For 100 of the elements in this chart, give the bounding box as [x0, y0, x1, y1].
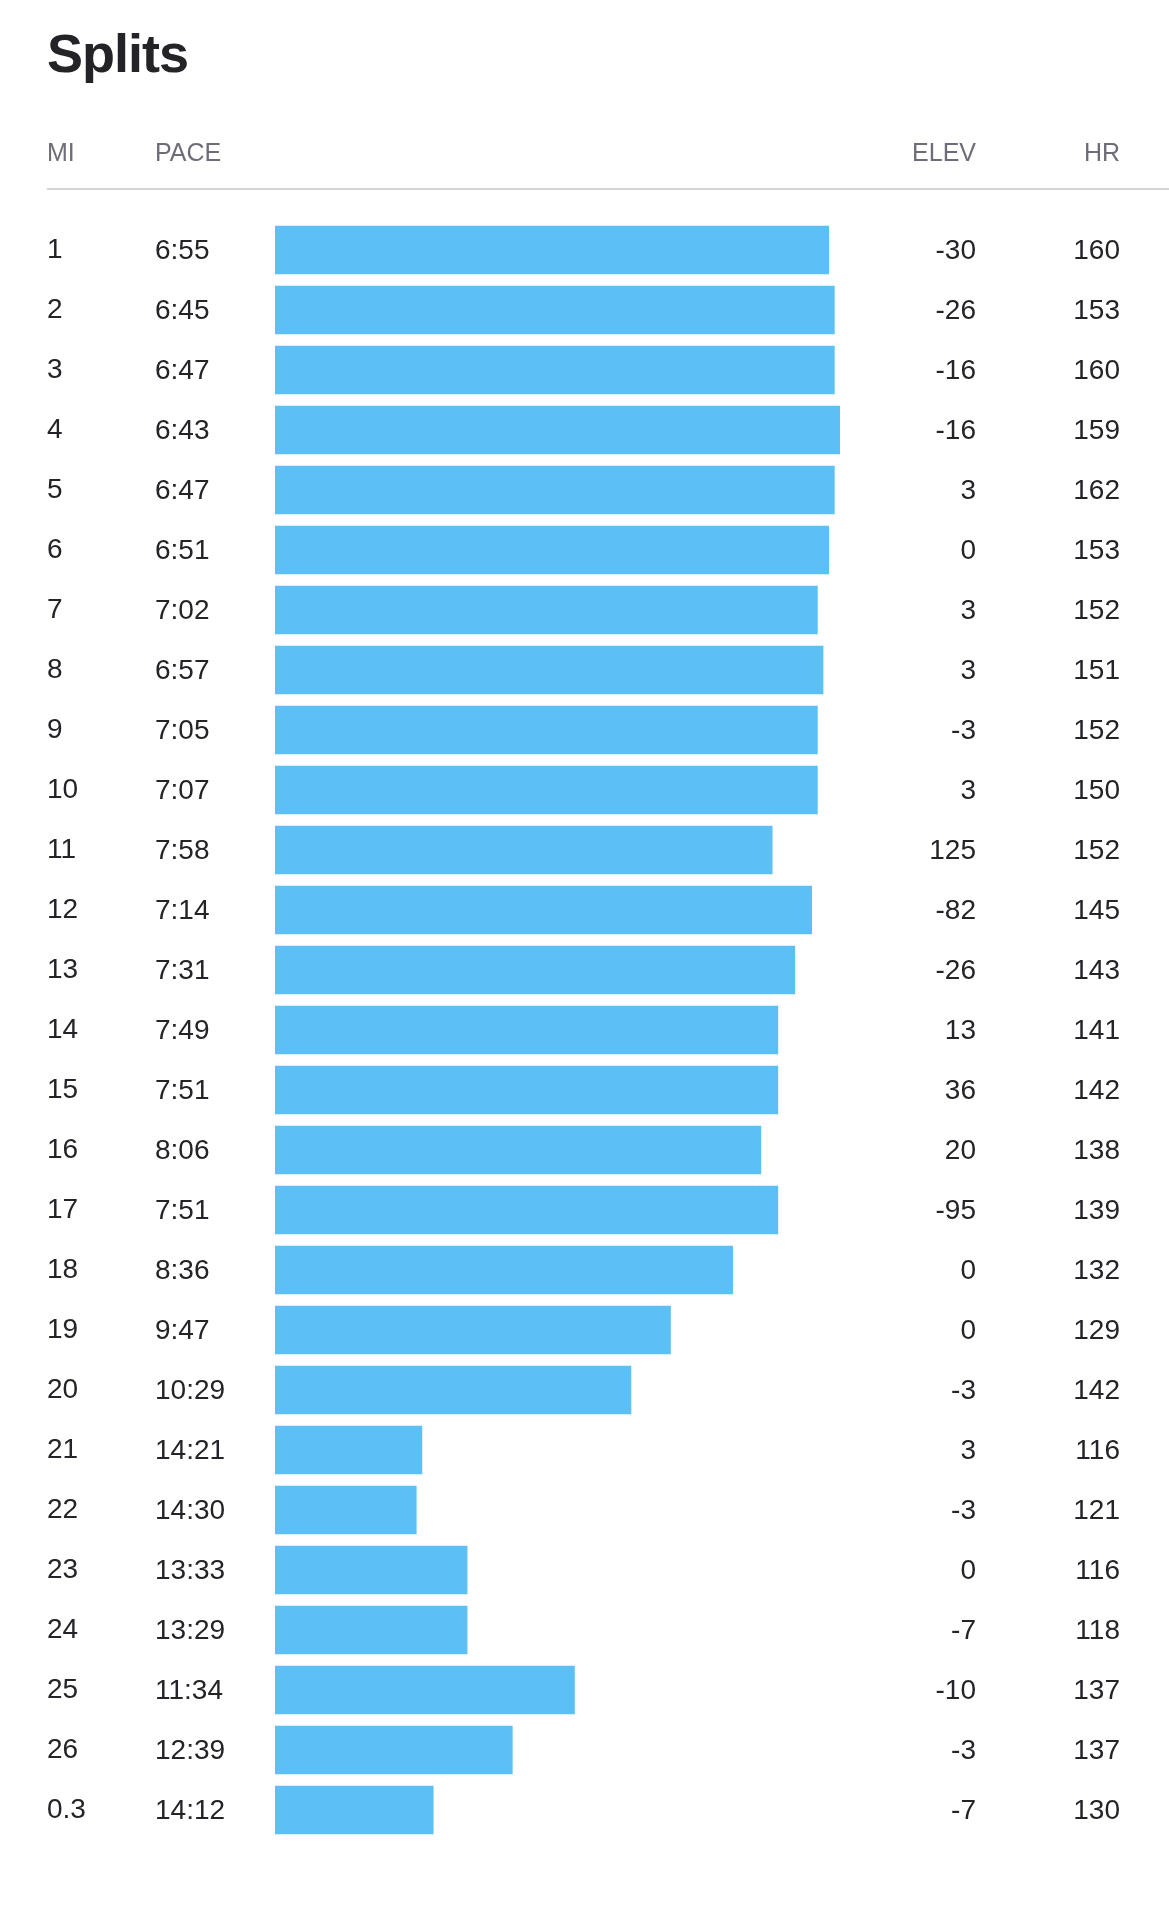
y-tick-label: 25 [47, 1672, 79, 1704]
y-tick-label: 18 [47, 1252, 79, 1284]
data-label: 142 [1073, 1073, 1120, 1107]
y-tick-label: 4 [47, 412, 63, 444]
data-label: 3 [960, 773, 976, 807]
data-label: 130 [1073, 1793, 1120, 1827]
data-label: -7 [951, 1613, 976, 1647]
category-label: 11:34 [155, 1673, 223, 1707]
bar [275, 465, 835, 515]
y-tick-label: 22 [47, 1492, 79, 1524]
y-tick-label: 11 [47, 832, 77, 864]
data-label: 20 [944, 1133, 976, 1167]
y-tick-label: 5 [47, 472, 63, 504]
data-label: 0 [960, 1553, 976, 1587]
data-label: 162 [1073, 473, 1120, 507]
category-label: 6:43 [155, 413, 210, 447]
bar [275, 1305, 671, 1355]
category-label: 13:33 [155, 1553, 226, 1587]
category-label: 7:49 [155, 1013, 210, 1047]
data-label: 3 [960, 593, 976, 627]
bar [275, 585, 818, 635]
category-label: 6:47 [155, 353, 210, 387]
data-label: 143 [1073, 953, 1120, 987]
category-label: 7:58 [155, 833, 210, 867]
data-label: 160 [1073, 233, 1120, 267]
y-tick-label: 20 [47, 1372, 79, 1404]
category-label: 7:05 [155, 713, 210, 747]
bar [275, 945, 796, 995]
category-label: 9:47 [155, 1313, 210, 1347]
y-tick-label: 26 [47, 1732, 79, 1764]
category-label: 6:55 [155, 233, 210, 267]
y-tick-label: 24 [47, 1612, 79, 1644]
bar [275, 1485, 417, 1535]
data-label: -10 [935, 1673, 976, 1707]
category-label: 14:21 [155, 1433, 226, 1467]
y-tick-label: 19 [47, 1312, 79, 1344]
category-label: 6:45 [155, 293, 210, 327]
data-label: 150 [1073, 773, 1120, 807]
data-label: -16 [935, 413, 976, 447]
bar [275, 885, 813, 935]
data-label: 118 [1075, 1613, 1120, 1647]
chart-title: Splits [47, 22, 189, 84]
bar [275, 1425, 423, 1475]
text: HR [1083, 138, 1120, 167]
category-label: 6:51 [155, 533, 210, 567]
data-label: 152 [1073, 593, 1120, 627]
data-label: 132 [1073, 1253, 1120, 1287]
category-label: 14:12 [155, 1793, 226, 1827]
data-label: -95 [935, 1193, 976, 1227]
category-label: 6:47 [155, 473, 210, 507]
data-label: 137 [1073, 1733, 1120, 1767]
bar [275, 1065, 779, 1115]
y-tick-label: 23 [47, 1552, 79, 1584]
bar [275, 1665, 575, 1715]
data-label: -26 [935, 953, 976, 987]
data-label: 151 [1073, 653, 1120, 687]
data-label: 121 [1073, 1493, 1120, 1527]
bar [275, 1125, 762, 1175]
bar [275, 405, 840, 455]
bar [275, 1365, 632, 1415]
y-tick-label: 1 [47, 232, 63, 264]
bar [275, 1185, 779, 1235]
text: PACE [155, 138, 222, 167]
category-label: 7:31 [155, 953, 210, 987]
data-label: 142 [1073, 1373, 1120, 1407]
y-tick-label: 13 [47, 952, 79, 984]
data-label: -3 [951, 713, 976, 747]
y-tick-label: 12 [47, 892, 79, 924]
bar [275, 1545, 468, 1595]
data-label: 13 [944, 1013, 976, 1047]
data-label: -26 [935, 293, 976, 327]
data-label: -3 [951, 1373, 976, 1407]
bar [275, 285, 835, 335]
data-label: -3 [951, 1493, 976, 1527]
category-label: 10:29 [155, 1373, 226, 1407]
category-label: 7:02 [155, 593, 210, 627]
data-label: -82 [935, 893, 976, 927]
y-tick-label: 0.3 [47, 1792, 86, 1824]
data-label: 138 [1073, 1133, 1120, 1167]
text: ELEV [912, 138, 976, 167]
y-tick-label: 21 [47, 1432, 79, 1464]
bar [275, 1725, 513, 1775]
data-label: 0 [960, 533, 976, 567]
y-tick-label: 7 [47, 592, 63, 624]
y-tick-label: 8 [47, 652, 63, 684]
bar [275, 525, 830, 575]
data-label: 159 [1073, 413, 1120, 447]
data-label: 160 [1073, 353, 1120, 387]
data-label: 145 [1073, 893, 1120, 927]
bar [275, 645, 824, 695]
y-tick-label: 15 [47, 1072, 79, 1104]
y-tick-label: 2 [47, 292, 63, 324]
bar [275, 1785, 434, 1835]
category-label: 8:06 [155, 1133, 210, 1167]
data-label: 125 [929, 833, 976, 867]
data-label: 3 [960, 473, 976, 507]
data-label: 116 [1075, 1433, 1120, 1467]
category-label: 7:51 [155, 1193, 210, 1227]
y-tick-label: 9 [47, 712, 63, 744]
category-label: 8:36 [155, 1253, 210, 1287]
